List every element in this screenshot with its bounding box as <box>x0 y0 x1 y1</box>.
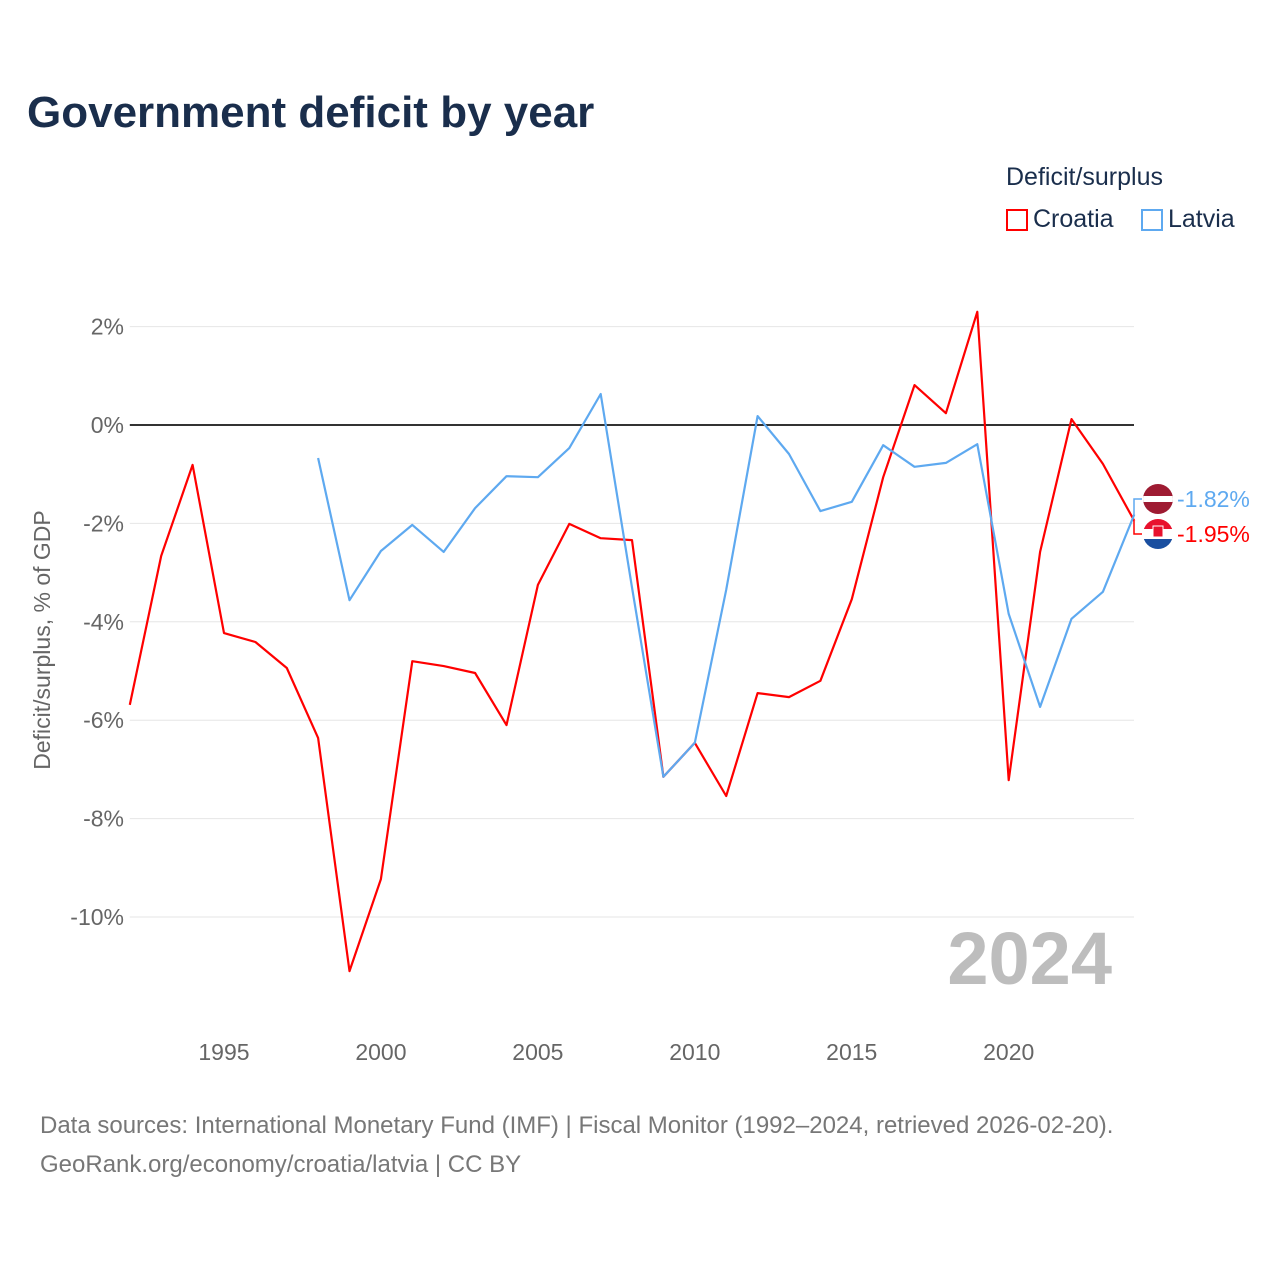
y-axis-label: Deficit/surplus, % of GDP <box>29 510 55 769</box>
y-tick-label: -4% <box>83 609 124 635</box>
y-tick-label: -10% <box>70 904 124 930</box>
legend-title: Deficit/surplus <box>1006 163 1163 191</box>
croatia-flag-icon <box>1143 519 1173 549</box>
y-tick-label: -8% <box>83 806 124 832</box>
legend-swatch <box>1141 208 1163 231</box>
chart-title: Government deficit by year <box>27 88 595 137</box>
x-tick-label: 2005 <box>512 1039 563 1065</box>
legend-item-latvia[interactable]: Latvia <box>1141 205 1235 234</box>
series-line-croatia <box>128 310 1136 973</box>
source-text: Data sources: International Monetary Fun… <box>40 1112 1114 1139</box>
x-tick-label: 2015 <box>826 1039 877 1065</box>
end-label-latvia: -1.82% <box>1177 486 1250 512</box>
footer: Data sources: International Monetary Fun… <box>40 1106 1113 1184</box>
source-link[interactable]: GeoRank.org/economy/croatia/latvia | CC … <box>40 1151 522 1178</box>
x-tick-label: 1995 <box>198 1039 249 1065</box>
y-tick-label: -2% <box>83 510 124 536</box>
legend-item-croatia[interactable]: Croatia <box>1006 205 1114 234</box>
connector <box>1133 520 1142 535</box>
x-tick-label: 2010 <box>669 1039 720 1065</box>
y-tick-label: 0% <box>91 412 124 438</box>
y-tick-label: -6% <box>83 707 124 733</box>
series-line-latvia <box>317 392 1136 778</box>
end-label-croatia: -1.95% <box>1177 521 1250 547</box>
x-tick-label: 2020 <box>983 1039 1034 1065</box>
latvia-flag-icon <box>1143 484 1173 514</box>
x-tick-label: 2000 <box>355 1039 406 1065</box>
legend-label: Croatia <box>1033 205 1114 233</box>
year-watermark: 2024 <box>947 917 1112 1000</box>
legend-swatch <box>1006 208 1028 231</box>
connector <box>1133 498 1142 515</box>
y-tick-label: 2% <box>91 314 124 340</box>
legend-label: Latvia <box>1168 205 1235 233</box>
